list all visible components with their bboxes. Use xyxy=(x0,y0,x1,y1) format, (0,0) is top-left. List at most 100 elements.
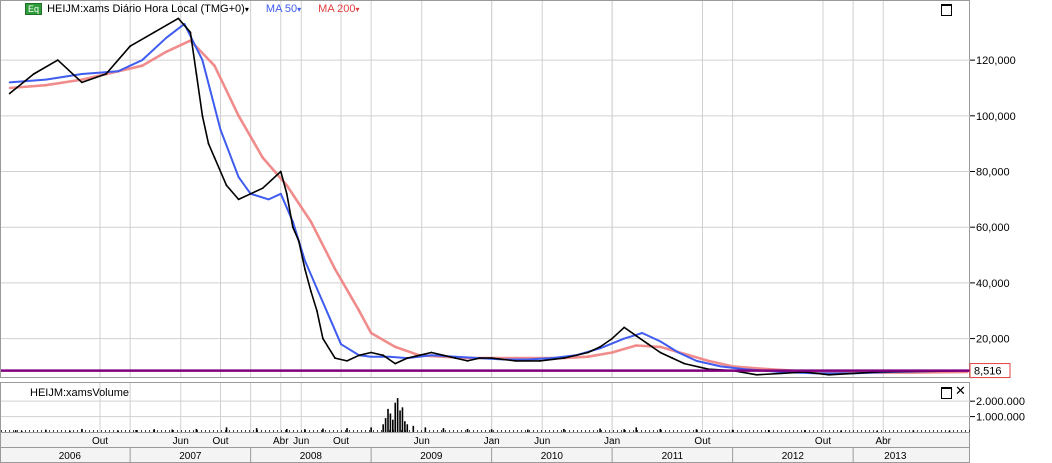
month-label: Out xyxy=(92,436,108,447)
data-point xyxy=(303,259,306,262)
data-point xyxy=(852,372,855,375)
data-point xyxy=(237,114,240,117)
volume-bar xyxy=(490,429,493,432)
data-point xyxy=(32,73,35,75)
data-point xyxy=(322,337,324,340)
volume-bar xyxy=(599,428,601,432)
price-grid xyxy=(1,1,970,377)
year-label: 2013 xyxy=(884,451,907,462)
volume-bars xyxy=(1,398,970,432)
volume-bar xyxy=(394,402,397,432)
month-label: Out xyxy=(815,436,831,447)
data-point xyxy=(514,359,517,362)
volume-bar xyxy=(731,429,734,432)
volume-bar xyxy=(382,424,384,432)
data-point xyxy=(201,114,204,117)
data-point xyxy=(165,50,168,53)
eq-badge[interactable]: Eq xyxy=(25,3,43,15)
last-price-label: 8,516 xyxy=(974,366,1002,378)
data-point xyxy=(526,358,529,361)
data-point xyxy=(683,362,686,365)
year-label: 2010 xyxy=(541,451,564,462)
dropdown-icon[interactable]: ▾ xyxy=(244,5,249,14)
y-tick-label: 60,000 xyxy=(976,222,1010,234)
data-point xyxy=(346,359,348,362)
maximize-icon[interactable] xyxy=(941,4,952,16)
y-tick-label: 80,000 xyxy=(976,167,1010,179)
month-label: Out xyxy=(212,436,228,447)
month-label: Abr xyxy=(273,436,289,447)
data-point xyxy=(647,343,650,346)
ma50-label[interactable]: MA 50 xyxy=(265,3,298,15)
data-point xyxy=(394,362,397,365)
volume-bar xyxy=(526,429,529,432)
data-point xyxy=(8,81,11,84)
symbol-title[interactable]: HEIJM:xams Diário Hora Local (TMG+0) xyxy=(47,3,245,15)
last-price-badge xyxy=(969,363,1011,379)
data-point xyxy=(267,198,270,201)
data-point xyxy=(538,359,541,362)
y-tick-label: 100,000 xyxy=(976,111,1016,123)
volume-bar xyxy=(466,428,469,432)
volume-bar xyxy=(153,429,156,432)
data-point xyxy=(285,192,288,195)
month-label: Jun xyxy=(293,436,309,447)
data-point xyxy=(779,372,782,375)
data-point xyxy=(195,73,198,75)
data-point xyxy=(334,268,336,270)
volume-bar xyxy=(406,424,409,432)
data-point xyxy=(105,73,107,75)
month-label: Out xyxy=(333,436,349,447)
data-point xyxy=(328,315,330,318)
data-point xyxy=(635,344,638,347)
y-tick-label: 120,000 xyxy=(976,55,1016,67)
data-point xyxy=(56,59,59,62)
series-line-price xyxy=(9,17,968,376)
data-point xyxy=(828,373,830,376)
volume-header: HEIJM:xamsVolume xyxy=(30,387,130,399)
data-point xyxy=(671,357,674,359)
month-label: Out xyxy=(694,436,710,447)
data-point xyxy=(340,343,342,346)
ma200-dropdown-icon[interactable]: ▾ xyxy=(355,5,360,14)
data-point xyxy=(297,240,300,243)
data-point xyxy=(316,287,318,290)
data-point xyxy=(44,84,47,87)
volume-panel xyxy=(0,382,970,433)
data-point xyxy=(370,332,373,334)
data-point xyxy=(316,309,318,312)
data-point xyxy=(8,92,11,95)
data-point xyxy=(659,346,662,348)
data-point xyxy=(454,355,457,358)
volume-bar xyxy=(563,428,565,432)
data-point xyxy=(153,31,156,34)
volume-bar xyxy=(412,425,415,432)
year-label: 2008 xyxy=(300,451,323,462)
data-point xyxy=(334,357,336,359)
data-point xyxy=(81,81,83,84)
volume-close-icon[interactable]: ✕ xyxy=(955,383,966,398)
data-point xyxy=(261,156,264,159)
volume-bar xyxy=(14,430,17,432)
data-point xyxy=(81,73,83,75)
data-point xyxy=(279,170,282,173)
volume-bar xyxy=(392,419,394,432)
volume-grid xyxy=(1,383,970,432)
volume-bar xyxy=(135,429,137,432)
data-point xyxy=(695,359,698,362)
ma50-dropdown-icon[interactable]: ▾ xyxy=(297,5,302,14)
data-point xyxy=(611,351,614,354)
volume-bar xyxy=(804,430,806,432)
data-point xyxy=(719,365,722,368)
data-point xyxy=(309,290,312,293)
data-point xyxy=(291,226,294,229)
data-point xyxy=(623,337,626,340)
ma200-label[interactable]: MA 200 xyxy=(318,3,356,15)
data-point xyxy=(225,184,228,187)
month-label: Jan xyxy=(484,436,500,447)
y-tick-label: 2.000.000 xyxy=(976,396,1025,408)
volume-bar xyxy=(387,408,389,432)
volume-maximize-icon[interactable] xyxy=(941,387,952,399)
data-point xyxy=(659,340,662,343)
data-point xyxy=(707,359,710,362)
